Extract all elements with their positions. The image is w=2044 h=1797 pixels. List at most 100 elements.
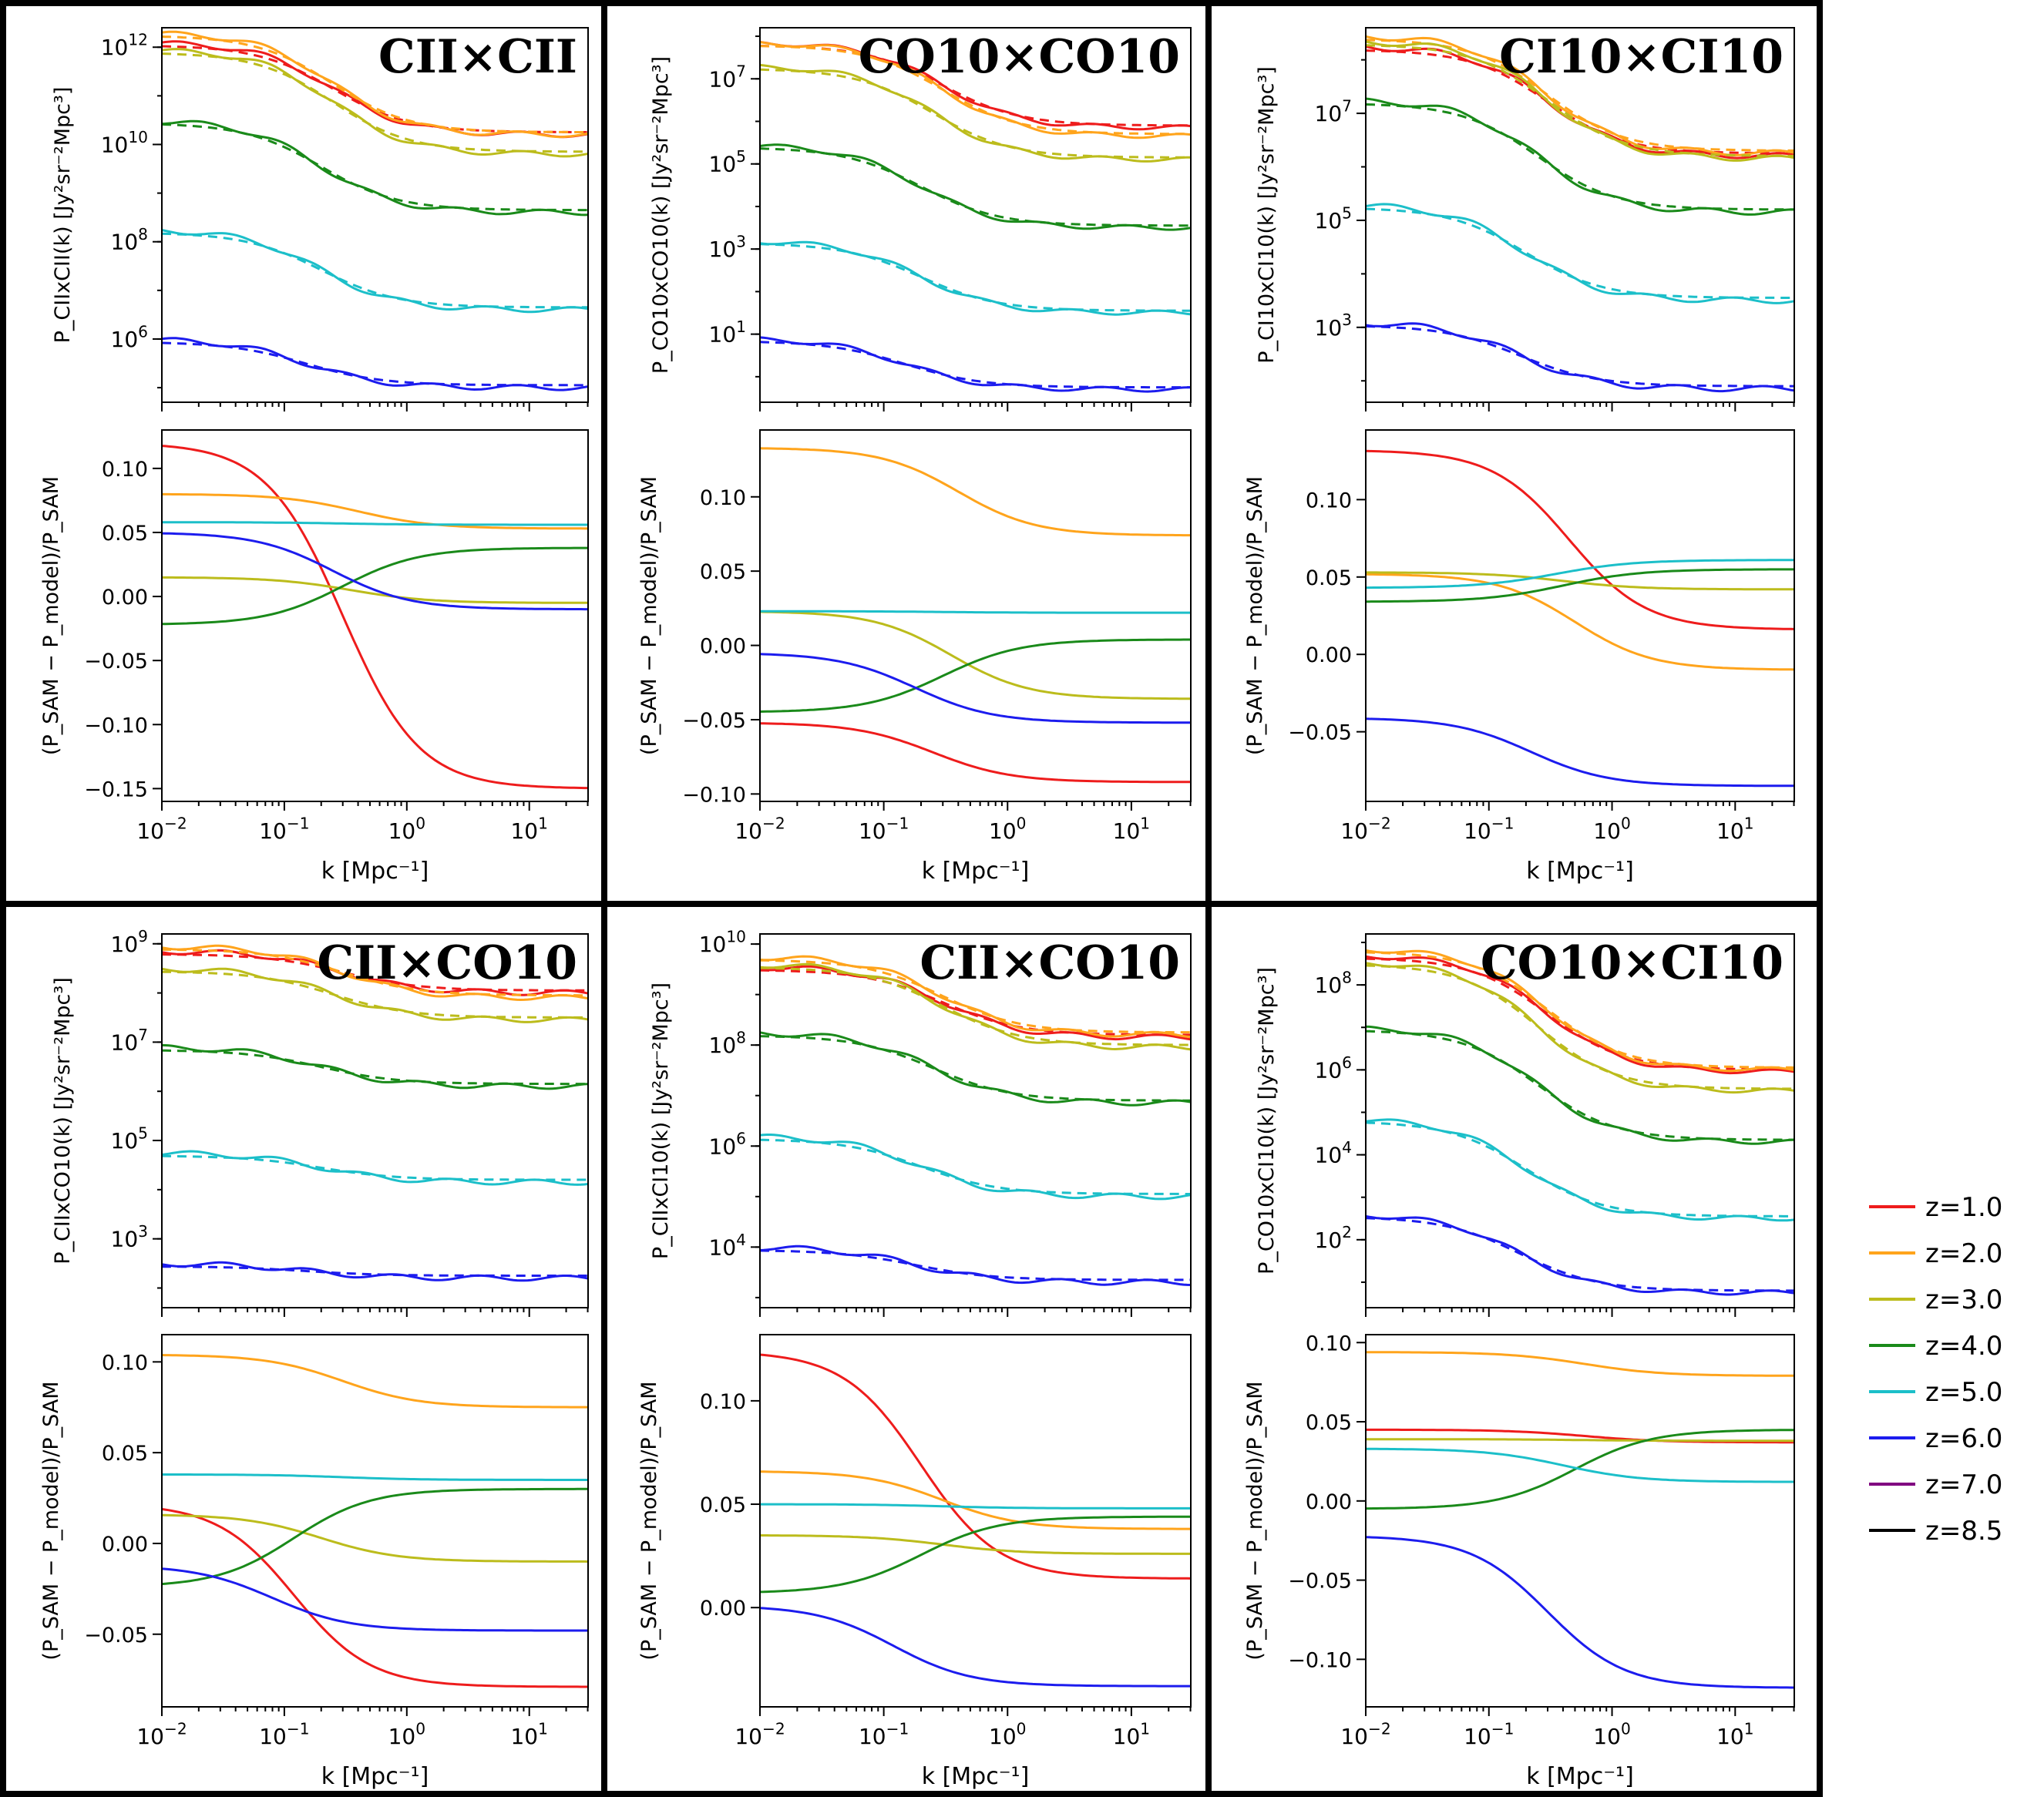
tick-exp: 7 (1342, 96, 1352, 115)
y-tick-label: 0.00 (102, 586, 148, 610)
model-line-z5.0 (1365, 1121, 1794, 1218)
y-axis-label: P_CIIxCO10(k) [Jy²sr⁻²Mpc³] (51, 977, 75, 1264)
tick-exp: 1 (538, 1719, 548, 1738)
series-line-z5.0 (162, 521, 588, 526)
y-tick-label: 107 (709, 62, 746, 92)
x-tick-label: 100 (989, 1719, 1026, 1749)
x-tick-label: 101 (510, 1719, 547, 1749)
model-line-z3.0 (161, 52, 588, 153)
model-line-z2.0 (1365, 39, 1794, 152)
legend-label: z=3.0 (1925, 1285, 2002, 1315)
tick-base: 10 (1340, 1724, 1368, 1749)
tick-exp: 10 (726, 928, 746, 946)
y-tick-label: 105 (111, 1124, 148, 1154)
y-tick-label: −0.05 (84, 1624, 148, 1648)
y-tick-label: −0.10 (682, 783, 746, 807)
y-tick-label: 0.10 (1306, 489, 1352, 512)
y-tick-label: 0.00 (1306, 1490, 1352, 1514)
series-line-z1.0 (161, 445, 588, 790)
series-line-z5.0 (760, 610, 1191, 614)
model-line-z6.0 (1365, 324, 1794, 388)
x-tick-label: 100 (1593, 1719, 1630, 1749)
x-tick-label: 101 (1716, 814, 1753, 844)
series-line-z1.0 (759, 1353, 1192, 1580)
tick-exp: 1 (736, 317, 746, 336)
tick-exp: 0 (415, 814, 425, 832)
tick-base: 10 (709, 66, 737, 92)
tick-exp: 8 (736, 1029, 746, 1047)
x-tick-label: 10−1 (1464, 1719, 1514, 1749)
top-plot-frame (161, 933, 589, 1308)
y-tick-label: 0.10 (700, 486, 746, 510)
model-line-z4.0 (759, 1035, 1191, 1102)
y-axis-label: P_CI10xCI10(k) [Jy²sr⁻²Mpc³] (1255, 66, 1279, 364)
y-tick-label: 0.10 (102, 1351, 148, 1375)
tick-exp: 12 (128, 31, 148, 49)
y-tick-label: 103 (111, 1222, 148, 1252)
panel-title: CO10×CI10 (1481, 936, 1783, 990)
bottom-axes: −0.10 −0.05 0.00 0.05 0.10 (P_SAM − P_model)/… (637, 429, 1192, 885)
panel-title: CII×CII (378, 30, 577, 84)
bottom-plot-frame (759, 1334, 1192, 1708)
series-line-z4.0 (161, 119, 589, 217)
tick-base: 10 (1315, 315, 1343, 341)
tick-exp: 9 (138, 927, 148, 946)
bottom-plot-frame (1365, 1334, 1795, 1708)
model-line-z6.0 (161, 341, 588, 387)
series-line-z6.0 (759, 653, 1191, 724)
tick-exp: 6 (1342, 1053, 1352, 1072)
tick-base: 10 (388, 1724, 416, 1749)
series-line-z5.0 (161, 1150, 589, 1186)
tick-exp: 3 (736, 233, 746, 251)
tick-exp: 6 (736, 1130, 746, 1148)
series-line-z5.0 (759, 240, 1192, 316)
tick-exp: 5 (736, 147, 746, 166)
series-line-z5.0 (1366, 559, 1794, 589)
y-axis-label: (P_SAM − P_model)/P_SAM (637, 1381, 661, 1660)
top-plot-frame (161, 27, 589, 403)
tick-base: 10 (709, 1134, 737, 1159)
y-tick-label: 108 (111, 225, 148, 255)
tick-exp: −2 (1368, 814, 1391, 832)
y-tick-label: 108 (1315, 969, 1352, 999)
y-tick-label: −0.05 (682, 709, 746, 733)
x-tick-label: 10−1 (259, 814, 309, 844)
series-line-z5.0 (161, 229, 589, 314)
tick-base: 10 (1113, 818, 1141, 844)
y-tick-label: −0.10 (84, 714, 148, 737)
model-line-z4.0 (161, 123, 588, 212)
tick-base: 10 (699, 932, 727, 957)
y-axis-label: P_CIIxCI10(k) [Jy²sr⁻²Mpc³] (649, 982, 673, 1259)
x-axis-label: k [Mpc⁻¹] (1526, 858, 1634, 885)
top-plot-frame (1365, 933, 1795, 1308)
series-line-z2.0 (1365, 573, 1795, 671)
x-tick-label: 100 (388, 1719, 425, 1749)
tick-base: 10 (989, 818, 1017, 844)
model-line-z4.0 (1365, 103, 1794, 211)
tick-base: 10 (510, 818, 538, 844)
y-tick-label: 0.00 (102, 1533, 148, 1557)
y-tick-label: 0.10 (1306, 1332, 1352, 1355)
y-tick-label: 0.05 (700, 1493, 746, 1517)
x-tick-label: 10−1 (859, 1719, 909, 1749)
x-axis-label: k [Mpc⁻¹] (922, 858, 1030, 885)
y-tick-label: 0.10 (700, 1390, 746, 1414)
tick-base: 10 (1593, 818, 1621, 844)
tick-exp: −1 (886, 1719, 909, 1738)
tick-base: 10 (510, 1724, 538, 1749)
tick-base: 10 (1315, 1143, 1343, 1168)
series-line-z3.0 (162, 576, 588, 604)
tick-base: 10 (735, 818, 762, 844)
series-line-z1.0 (1366, 1428, 1794, 1444)
y-tick-label: 106 (709, 1130, 746, 1160)
series-line-z2.0 (161, 1354, 588, 1409)
tick-base: 10 (1315, 1228, 1343, 1253)
series-line-z4.0 (1366, 568, 1794, 603)
model-line-z4.0 (162, 1049, 588, 1086)
tick-base: 10 (111, 1227, 139, 1252)
tick-base: 10 (1315, 101, 1343, 126)
model-line-z4.0 (1365, 1029, 1794, 1141)
